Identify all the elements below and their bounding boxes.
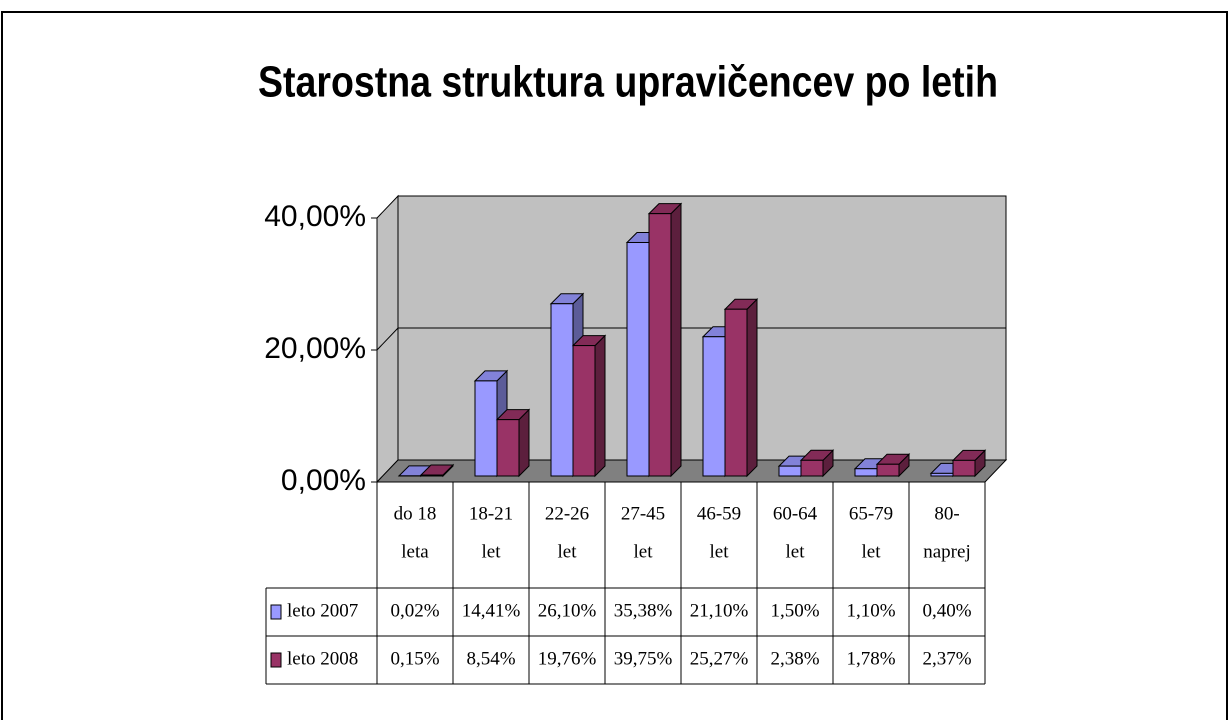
data-label: 39,75% <box>614 648 673 669</box>
frame <box>1 11 1228 720</box>
bar <box>495 408 531 478</box>
bar-front <box>952 459 976 477</box>
x-tick-label: naprej <box>923 541 970 562</box>
bar-side <box>518 408 530 478</box>
data-label: 25,27% <box>690 648 749 669</box>
bar-side <box>746 298 758 478</box>
bar <box>951 449 987 478</box>
bar-front <box>626 241 650 477</box>
chart-title: Starostna struktura upravičencev po leti… <box>258 58 998 107</box>
data-label: 35,38% <box>614 600 673 621</box>
x-tick-label: let <box>558 541 578 562</box>
bar <box>419 463 455 478</box>
bar-front <box>724 308 748 477</box>
x-tick-label: let <box>786 541 806 562</box>
bar-front <box>648 213 672 477</box>
legend-label: leto 2007 <box>287 600 358 621</box>
legend-label: leto 2008 <box>287 648 358 669</box>
y-tick-label: 20,00% <box>264 332 366 365</box>
data-label: 2,37% <box>922 648 971 669</box>
bar-front <box>572 345 596 477</box>
bar-side <box>594 334 606 478</box>
bar <box>571 334 607 478</box>
data-label: 1,10% <box>846 600 895 621</box>
data-label: 21,10% <box>690 600 749 621</box>
bar-front <box>854 468 878 477</box>
bar <box>799 449 835 478</box>
bar-front <box>930 472 954 477</box>
bar-front <box>702 336 726 477</box>
x-tick-label: 18-21 <box>469 503 513 524</box>
x-tick-label: let <box>482 541 502 562</box>
data-label: 2,38% <box>770 648 819 669</box>
bar-front <box>778 465 802 477</box>
data-label: 26,10% <box>538 600 597 621</box>
bar-front <box>550 303 574 477</box>
x-tick-label: 80- <box>934 503 959 524</box>
data-label: 8,54% <box>466 648 515 669</box>
data-label: 19,76% <box>538 648 597 669</box>
bar-side <box>670 202 682 478</box>
data-label: 0,40% <box>922 600 971 621</box>
bar-front <box>800 459 824 477</box>
bar <box>723 298 759 478</box>
x-tick-label: 22-26 <box>545 503 589 524</box>
data-label: 0,15% <box>390 648 439 669</box>
bar <box>875 453 911 478</box>
bar-front <box>474 380 498 477</box>
x-tick-label: 65-79 <box>849 503 893 524</box>
data-label: 1,78% <box>846 648 895 669</box>
data-label: 14,41% <box>462 600 521 621</box>
legend-key <box>270 604 282 620</box>
x-tick-label: 46-59 <box>697 503 741 524</box>
x-tick-label: leta <box>401 541 429 562</box>
x-tick-label: let <box>862 541 882 562</box>
grid-line <box>376 327 1006 351</box>
y-tick-label: 40,00% <box>264 200 366 233</box>
x-tick-label: 27-45 <box>621 503 665 524</box>
legend-key <box>270 652 282 668</box>
bar-front <box>496 419 520 477</box>
x-tick-label: let <box>710 541 730 562</box>
x-tick-label: let <box>634 541 654 562</box>
bar <box>647 202 683 478</box>
x-tick-label: do 18 <box>394 503 437 524</box>
bar-front <box>420 474 444 477</box>
data-label: 1,50% <box>770 600 819 621</box>
floor <box>375 459 1008 483</box>
x-tick-label: 60-64 <box>773 503 818 524</box>
data-label: 0,02% <box>390 600 439 621</box>
y-tick-label: 0,00% <box>281 464 366 497</box>
bar-front <box>876 463 900 477</box>
